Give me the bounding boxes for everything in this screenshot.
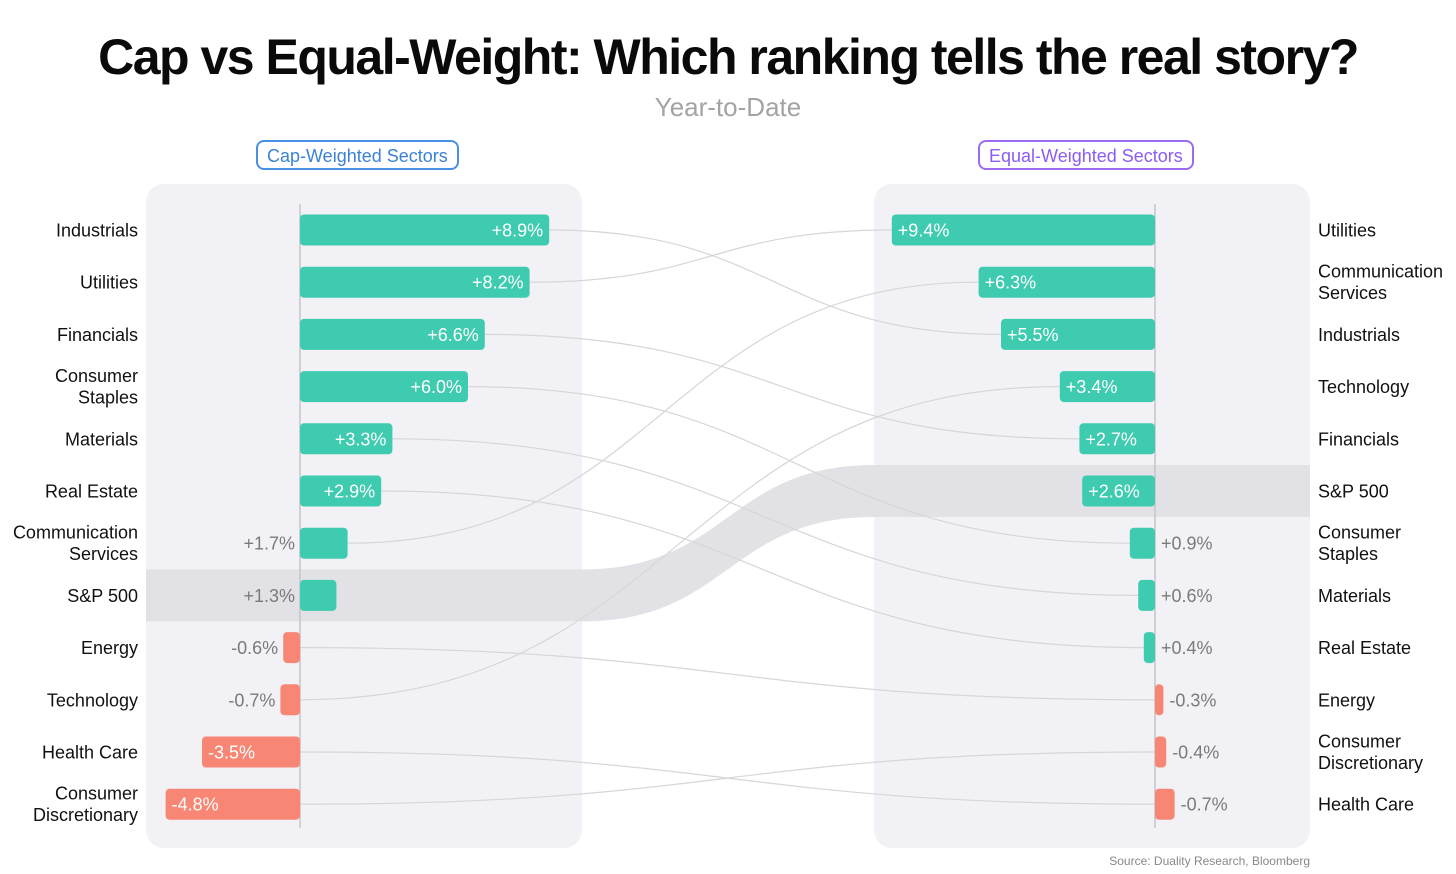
cap-category-label-consumer-discretionary: Consumer Discretionary <box>33 784 138 826</box>
rank-connectors <box>299 229 1156 805</box>
equal-value-label-financials: +2.7% <box>1085 429 1137 449</box>
cap-bar-financials <box>300 318 485 350</box>
cap-value-label-health-care: -3.5% <box>208 743 255 763</box>
equal-bar-communication-services <box>978 266 1155 298</box>
cap-category-label-financials: Financials <box>57 325 138 345</box>
cap-bar-sp-500 <box>300 579 337 611</box>
cap-bar-consumer-discretionary <box>165 788 300 820</box>
cap-weighted-panel-bg <box>146 184 582 848</box>
cap-value-label-energy: -0.6% <box>231 638 278 658</box>
connector-consumer-staples <box>467 386 1130 544</box>
equal-category-label-consumer-discretionary: Consumer Discretionary <box>1318 732 1423 774</box>
cap-category-label-real-estate: Real Estate <box>45 482 138 502</box>
cap-weighted-panel-title: Cap-Weighted Sectors <box>256 140 459 170</box>
cap-category-label-consumer-staples: Consumer Staples <box>55 366 138 408</box>
equal-category-label-consumer-staples: Consumer Staples <box>1318 523 1401 565</box>
cap-bar-energy <box>283 632 300 664</box>
equal-bar-sp-500 <box>1082 475 1155 507</box>
equal-value-label-communication-services: +6.3% <box>985 273 1037 293</box>
equal-category-label-health-care: Health Care <box>1318 795 1414 815</box>
cap-bar-health-care <box>202 736 300 768</box>
cap-weighted-labels: Industrials Utilities Financials Consumer St… <box>13 221 138 826</box>
equal-category-label-real-estate: Real Estate <box>1318 638 1411 658</box>
cap-bar-real-estate <box>300 475 382 507</box>
equal-value-label-technology: +3.4% <box>1066 377 1118 397</box>
equal-category-label-industrials: Industrials <box>1318 325 1400 345</box>
cap-bar-utilities <box>300 266 530 298</box>
cap-bar-consumer-staples <box>300 371 468 403</box>
equal-bar-consumer-staples <box>1129 527 1155 559</box>
connector-real-estate <box>381 490 1144 649</box>
equal-bar-financials <box>1079 423 1155 455</box>
equal-value-label-industrials: +5.5% <box>1007 325 1059 345</box>
cap-value-label-utilities: +8.2% <box>472 273 524 293</box>
cap-bar-technology <box>280 684 300 716</box>
sp500-highlight-band <box>146 465 1310 622</box>
cap-value-label-industrials: +8.9% <box>492 221 544 241</box>
chart-subtitle: Year-to-Date <box>654 92 802 122</box>
cap-bar-industrials <box>300 214 550 246</box>
cap-weighted-bars: +8.9% +8.2% +6.6% +6.0% +3.3% +2.9% +1.7% +1.3%… <box>165 214 550 820</box>
equal-category-label-technology: Technology <box>1318 377 1409 397</box>
equal-bar-health-care <box>1155 788 1175 820</box>
equal-bar-consumer-discretionary <box>1155 736 1167 768</box>
equal-category-label-communication-services: Communication Services <box>1318 262 1443 304</box>
cap-bar-communication-services <box>300 527 348 559</box>
connector-utilities <box>529 229 892 283</box>
cap-category-label-health-care: Health Care <box>42 743 138 763</box>
equal-value-label-consumer-staples: +0.9% <box>1161 534 1213 554</box>
equal-weighted-panel-title: Equal-Weighted Sectors <box>978 140 1194 170</box>
cap-value-label-real-estate: +2.9% <box>324 482 376 502</box>
equal-value-label-energy: -0.3% <box>1169 690 1216 710</box>
equal-category-label-energy: Energy <box>1318 690 1375 710</box>
equal-value-label-real-estate: +0.4% <box>1161 638 1213 658</box>
equal-value-label-utilities: +9.4% <box>898 221 950 241</box>
equal-value-label-health-care: -0.7% <box>1181 795 1228 815</box>
cap-category-label-materials: Materials <box>65 429 138 449</box>
connector-technology <box>299 386 1060 701</box>
connector-energy <box>299 647 1156 701</box>
cap-bar-materials <box>300 423 393 455</box>
connector-consumer-discretionary <box>299 751 1156 805</box>
cap-value-label-sp-500: +1.3% <box>243 586 295 606</box>
equal-bar-technology <box>1059 371 1155 403</box>
cap-value-label-financials: +6.6% <box>427 325 479 345</box>
connector-materials <box>392 438 1139 596</box>
cap-category-label-communication-services: Communication Services <box>13 523 138 565</box>
cap-value-label-materials: +3.3% <box>335 429 387 449</box>
cap-category-label-industrials: Industrials <box>56 221 138 241</box>
equal-weighted-bars: +9.4% +6.3% +5.5% +3.4% +2.7% +2.6% +0.9% +0.6%… <box>891 214 1228 820</box>
equal-value-label-materials: +0.6% <box>1161 586 1213 606</box>
chart-title: Cap vs Equal-Weight: Which ranking tells… <box>98 29 1359 85</box>
cap-value-label-consumer-staples: +6.0% <box>410 377 462 397</box>
connector-industrials <box>549 229 1002 335</box>
cap-category-label-utilities: Utilities <box>80 273 138 293</box>
connector-communication-services <box>347 281 979 544</box>
equal-category-label-materials: Materials <box>1318 586 1391 606</box>
equal-category-label-sp-500: S&P 500 <box>1318 482 1389 502</box>
source-note: Source: Duality Research, Bloomberg <box>1109 854 1310 868</box>
cap-value-label-consumer-discretionary: -4.8% <box>172 795 219 815</box>
equal-category-label-financials: Financials <box>1318 429 1399 449</box>
cap-category-label-technology: Technology <box>47 690 138 710</box>
equal-bar-real-estate <box>1143 632 1155 664</box>
equal-weighted-labels: Utilities Communication Services Industrial… <box>1318 221 1443 815</box>
connector-financials <box>484 333 1080 440</box>
cap-value-label-technology: -0.7% <box>228 690 275 710</box>
equal-bar-industrials <box>1001 318 1155 350</box>
equal-bar-utilities <box>891 214 1155 246</box>
equal-category-label-utilities: Utilities <box>1318 221 1376 241</box>
cap-value-label-communication-services: +1.7% <box>243 534 295 554</box>
equal-bar-materials <box>1138 579 1155 611</box>
equal-bar-energy <box>1155 684 1164 716</box>
cap-category-label-energy: Energy <box>81 638 138 658</box>
equal-value-label-consumer-discretionary: -0.4% <box>1172 743 1219 763</box>
cap-category-label-sp-500: S&P 500 <box>67 586 138 606</box>
equal-value-label-sp-500: +2.6% <box>1088 482 1140 502</box>
